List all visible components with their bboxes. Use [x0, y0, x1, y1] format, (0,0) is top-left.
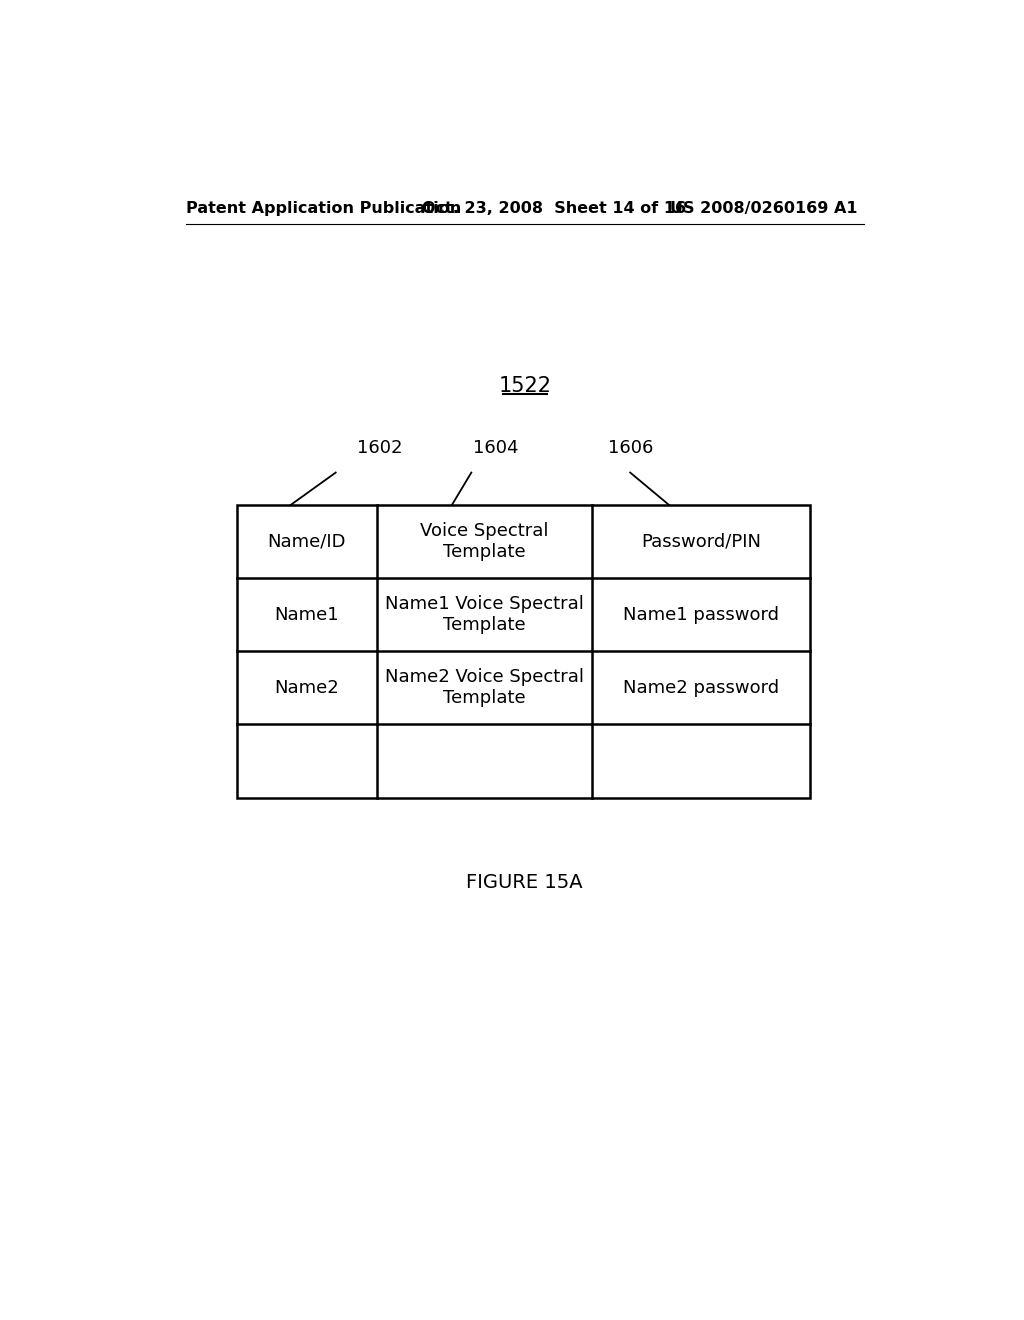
- Text: 1522: 1522: [499, 376, 551, 396]
- Text: Name2 password: Name2 password: [623, 678, 779, 697]
- Text: Name2 Voice Spectral
Template: Name2 Voice Spectral Template: [385, 668, 584, 708]
- Text: Name1 Voice Spectral
Template: Name1 Voice Spectral Template: [385, 595, 584, 634]
- Text: Name1 password: Name1 password: [623, 606, 779, 623]
- Bar: [237, 506, 810, 797]
- Text: Name1: Name1: [274, 606, 339, 623]
- Text: Oct. 23, 2008  Sheet 14 of 16: Oct. 23, 2008 Sheet 14 of 16: [423, 201, 687, 216]
- Text: Name/ID: Name/ID: [267, 532, 346, 550]
- Text: Voice Spectral
Template: Voice Spectral Template: [420, 523, 549, 561]
- Text: US 2008/0260169 A1: US 2008/0260169 A1: [671, 201, 858, 216]
- Text: 1602: 1602: [356, 440, 402, 457]
- Text: FIGURE 15A: FIGURE 15A: [467, 873, 583, 892]
- Text: Name2: Name2: [274, 678, 339, 697]
- Text: Patent Application Publication: Patent Application Publication: [186, 201, 462, 216]
- Text: 1606: 1606: [608, 440, 654, 457]
- Text: 1604: 1604: [473, 440, 518, 457]
- Text: Password/PIN: Password/PIN: [641, 532, 761, 550]
